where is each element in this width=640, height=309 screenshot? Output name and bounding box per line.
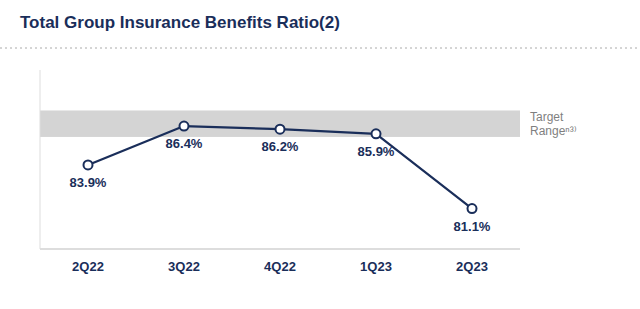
point	[180, 122, 189, 131]
separator	[0, 48, 640, 49]
title: Total Group Insurance Benefits Ratio(2)	[20, 13, 340, 32]
data-label: 83.9%	[70, 175, 107, 190]
plot-area	[40, 110, 520, 213]
data-label: 81.1%	[454, 219, 491, 234]
point	[84, 160, 93, 169]
data-label: 86.2%	[262, 139, 299, 154]
point	[372, 129, 381, 138]
x-tick-label: 2Q22	[72, 259, 104, 274]
x-tick-label: 3Q22	[168, 259, 200, 274]
x-tick-label: 2Q23	[456, 259, 488, 274]
x-axis-line	[40, 249, 520, 250]
y-axis-line	[40, 70, 41, 249]
x-tick-label: 1Q23	[360, 259, 392, 274]
x-tick-label: 4Q22	[264, 259, 296, 274]
target-band	[40, 110, 520, 136]
point	[468, 204, 477, 213]
chart: Total Group Insurance Benefits Ratio(2) 8…	[0, 0, 640, 309]
point	[276, 125, 285, 134]
band-label: TargetRangeⁿ³⁾	[530, 110, 577, 138]
data-label: 85.9%	[358, 144, 395, 159]
line	[88, 126, 472, 208]
data-label: 86.4%	[166, 136, 203, 151]
